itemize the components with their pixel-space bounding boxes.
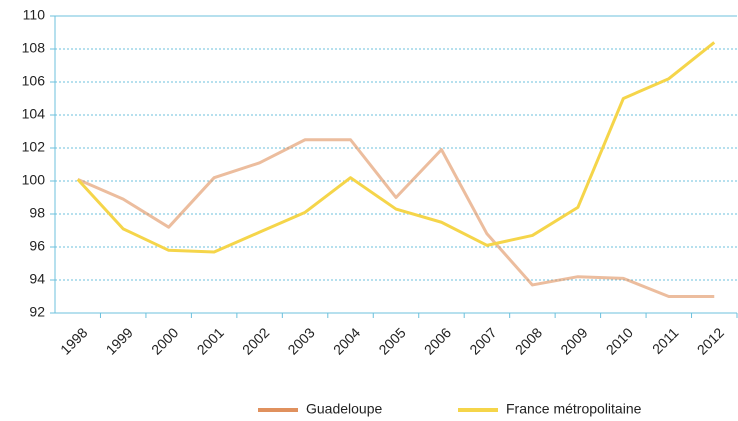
x-tick-label: 2002 <box>239 324 272 357</box>
y-tick-label: 96 <box>29 238 45 254</box>
x-tick-label: 2008 <box>512 324 545 357</box>
x-tick-label: 2003 <box>284 324 317 357</box>
x-tick-label: 2005 <box>375 324 408 357</box>
x-tick-label: 2011 <box>649 324 682 357</box>
x-tick-label: 2000 <box>148 324 181 357</box>
y-tick-label: 94 <box>29 271 45 287</box>
x-tick-label: 2004 <box>330 324 363 357</box>
y-tick-label: 102 <box>22 139 46 155</box>
y-tick-label: 98 <box>29 205 45 221</box>
series-line <box>76 41 716 254</box>
y-tick-label: 106 <box>22 73 46 89</box>
x-tick-label: 2012 <box>694 324 727 357</box>
x-tick-label: 1998 <box>57 324 90 357</box>
y-tick-label: 110 <box>23 7 46 23</box>
x-tick-label: 1999 <box>103 324 136 357</box>
legend-label: France métropolitaine <box>506 401 642 417</box>
x-tick-label: 2010 <box>603 324 636 357</box>
x-tick-label: 2009 <box>557 324 590 357</box>
y-tick-label: 108 <box>22 40 46 56</box>
y-tick-label: 100 <box>22 172 46 188</box>
x-tick-label: 2007 <box>466 324 499 357</box>
y-tick-label: 104 <box>22 106 46 122</box>
x-tick-label: 2006 <box>421 324 454 357</box>
legend-label: Guadeloupe <box>306 401 383 417</box>
series-line <box>77 138 715 298</box>
x-tick-label: 2001 <box>194 324 227 357</box>
y-tick-label: 92 <box>29 304 45 320</box>
